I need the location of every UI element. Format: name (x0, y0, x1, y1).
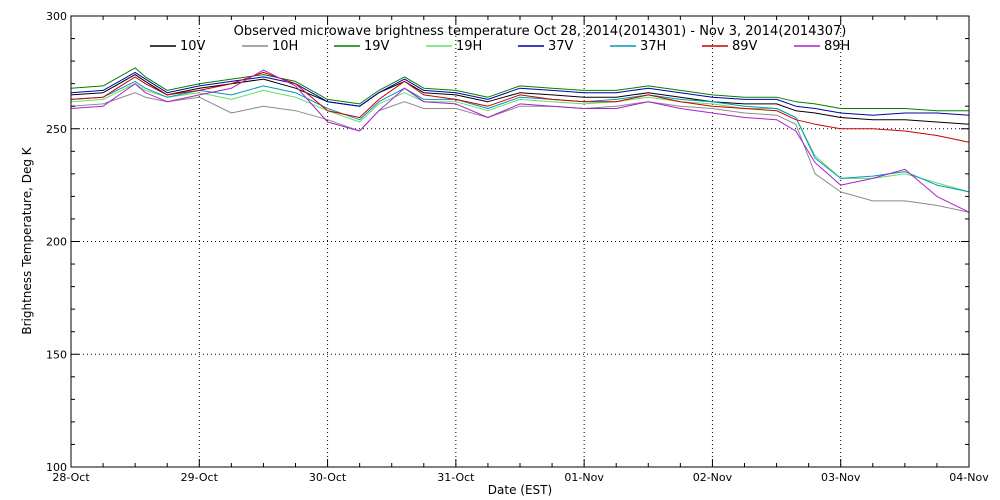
legend-label-89h: 89H (824, 39, 850, 54)
series-line-37h (70, 80, 970, 193)
y-tick-label: 300 (46, 10, 67, 23)
x-tick-label: 30-Oct (309, 471, 347, 484)
series-line-10h (70, 92, 970, 213)
series-line-19v (70, 67, 969, 112)
axis-ticks (70, 15, 970, 468)
series-line-37v (70, 71, 970, 116)
series-line-10v (70, 74, 970, 125)
y-tick-label: 100 (46, 461, 67, 474)
series-line-89v (70, 71, 970, 143)
legend-label-89v: 89V (732, 39, 758, 54)
y-tick-label: 150 (46, 348, 67, 361)
x-tick-label: 31-Oct (437, 471, 475, 484)
x-tick-label: 28-Oct (52, 471, 90, 484)
x-tick-label: 01-Nov (564, 471, 604, 484)
grid-lines (71, 16, 969, 467)
chart-title: Observed microwave brightness temperatur… (234, 24, 847, 39)
legend-label-19h: 19H (456, 39, 482, 54)
x-tick-label: 02-Nov (693, 471, 733, 484)
x-tick-label: 03-Nov (821, 471, 861, 484)
legend-label-37h: 37H (640, 39, 666, 54)
x-tick-label: 29-Oct (181, 471, 219, 484)
y-tick-label: 200 (46, 236, 67, 249)
legend-label-10h: 10H (272, 39, 298, 54)
legend-label-37v: 37V (548, 39, 574, 54)
legend-label-19v: 19V (364, 39, 390, 54)
x-axis-label: Date (EST) (488, 483, 552, 497)
series-lines (70, 67, 970, 213)
y-tick-label: 250 (46, 123, 67, 136)
legend-label-10v: 10V (180, 39, 206, 54)
tick-labels: 28-Oct 29-Oct 30-Oct 31-Oct 01-Nov 02-Nov 03-N… (46, 10, 989, 484)
x-tick-label: 04-Nov (949, 471, 989, 484)
series-line-89h (70, 69, 970, 213)
legend: 10V 10H 19V 19H 37V 37H 89V 89H (150, 39, 850, 54)
y-axis-label: Brightness Temperature, Deg K (20, 146, 34, 334)
